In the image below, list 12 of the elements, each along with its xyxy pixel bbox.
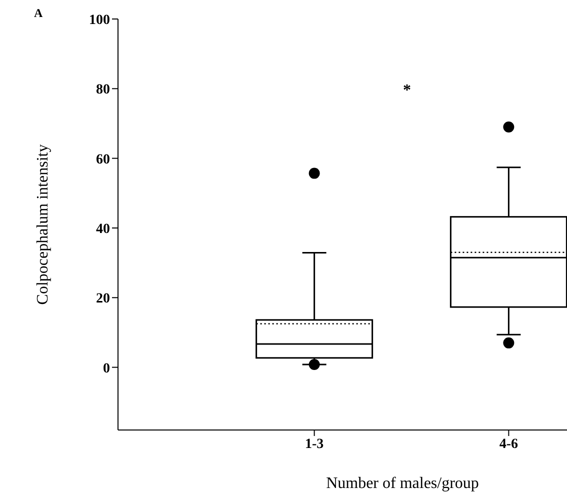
annotation: *: [403, 82, 411, 100]
y-tick-label: 20: [96, 292, 110, 307]
x-axis-title: Number of males/group: [326, 475, 479, 492]
x-tick-label: 4-6: [499, 436, 518, 452]
y-tick-label: 60: [96, 152, 110, 168]
chart-title: A: [34, 6, 43, 21]
y-tick-label: 40: [96, 222, 110, 237]
y-tick-label: 0: [103, 361, 110, 376]
y-axis-title: Colpocephalum intensity: [34, 144, 52, 305]
y-tick-label: 100: [89, 12, 110, 28]
x-tick-label: 1-3: [304, 436, 324, 452]
y-tick-label: 80: [96, 82, 110, 98]
